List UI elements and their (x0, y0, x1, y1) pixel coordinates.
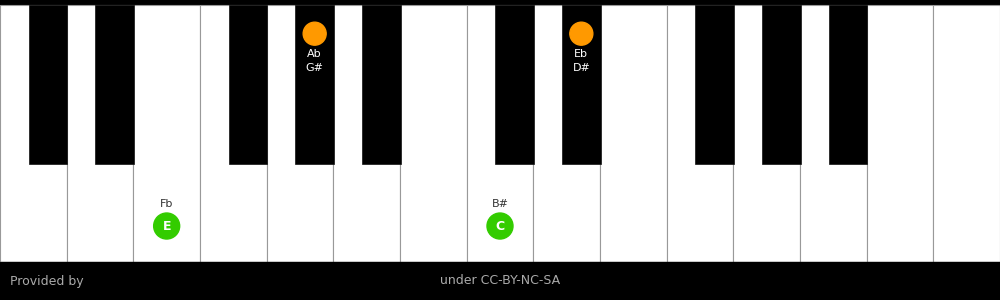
Bar (400, 5, 467, 262)
Bar (667, 5, 733, 262)
Bar (29, 5, 67, 164)
Bar (600, 5, 667, 262)
Text: D#: D# (572, 63, 590, 73)
Bar (467, 5, 533, 262)
Bar (295, 5, 334, 164)
Bar (333, 5, 400, 262)
Bar (762, 5, 801, 164)
Bar (0, 262, 1000, 300)
Bar (695, 5, 734, 164)
Text: Eb: Eb (574, 49, 588, 59)
Bar (933, 5, 1000, 262)
Text: Fb: Fb (160, 199, 173, 209)
Bar (133, 5, 200, 262)
Text: E: E (162, 220, 171, 232)
Bar (495, 5, 534, 164)
Text: Provided by: Provided by (10, 274, 84, 287)
Text: under CC-BY-NC-SA: under CC-BY-NC-SA (440, 274, 560, 287)
Bar (362, 5, 401, 164)
Bar (67, 5, 133, 262)
Bar (0, 5, 67, 262)
Circle shape (154, 213, 180, 239)
Text: Ab: Ab (307, 49, 322, 59)
Circle shape (303, 22, 326, 45)
Bar (562, 5, 601, 164)
Bar (533, 5, 600, 262)
Text: B#: B# (492, 199, 509, 209)
Bar (200, 5, 267, 262)
Bar (800, 5, 867, 262)
Bar (95, 5, 134, 164)
Text: G#: G# (306, 63, 324, 73)
Circle shape (487, 213, 513, 239)
Circle shape (570, 22, 593, 45)
Bar (267, 5, 333, 262)
Bar (229, 5, 267, 164)
Text: C: C (495, 220, 505, 232)
Bar (733, 5, 800, 262)
Bar (867, 5, 933, 262)
Bar (829, 5, 867, 164)
